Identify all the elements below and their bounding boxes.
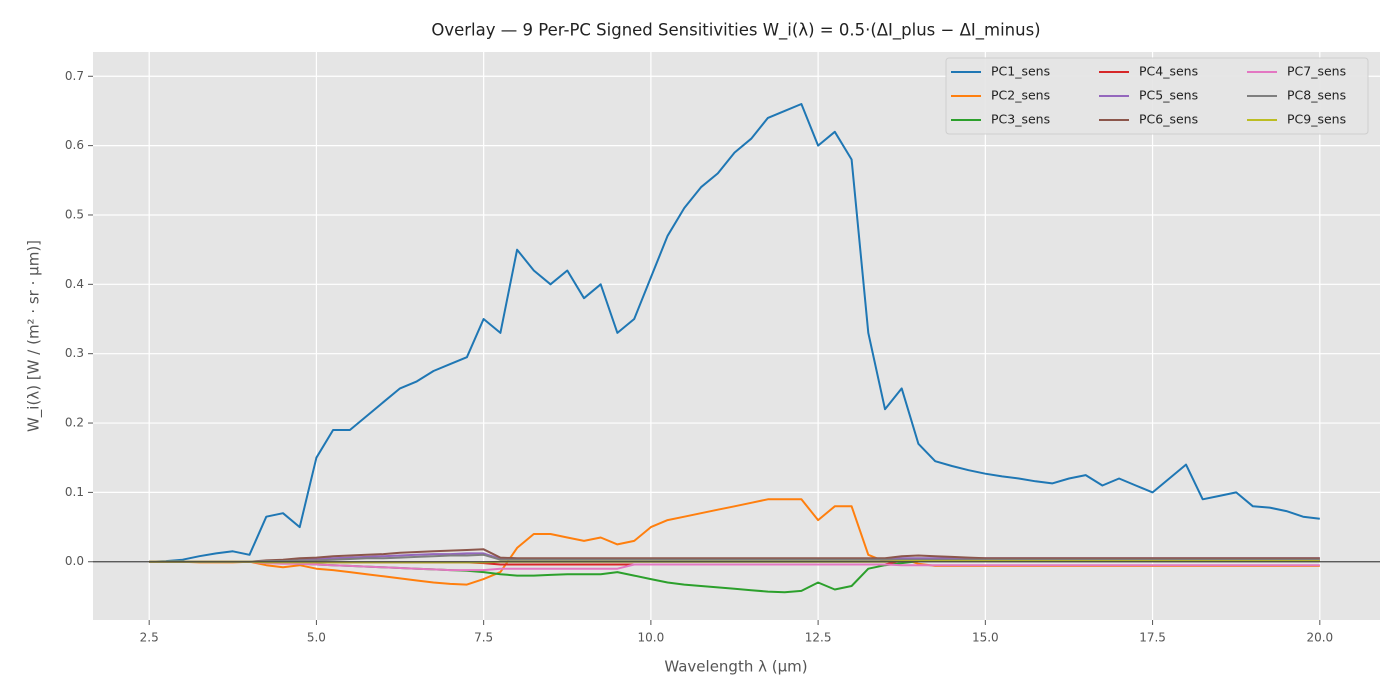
x-axis-label: Wavelength λ (µm)	[664, 658, 807, 676]
series-line	[149, 103, 1320, 563]
y-axis-label: W_i(λ) [W / (m² · sr · µm)]	[25, 240, 44, 432]
y-tick-label: 0.6	[65, 138, 84, 152]
legend-box	[945, 57, 1369, 135]
series-line	[149, 560, 1320, 572]
legend-label: PC4_sens	[1139, 64, 1198, 79]
x-tick-label: 12.5	[805, 631, 832, 645]
y-tick-label: 0.1	[65, 485, 84, 499]
x-tick-label: 7.5	[474, 631, 493, 645]
y-tick-label: 0.0	[65, 554, 84, 568]
plot-area	[93, 52, 1380, 620]
y-tick-label: 0.2	[65, 416, 84, 430]
series-line	[149, 548, 1320, 563]
y-tick-label: 0.5	[65, 207, 84, 221]
y-tick-label: 0.7	[65, 69, 84, 83]
legend-label: PC5_sens	[1139, 88, 1198, 103]
x-tick-label: 17.5	[1139, 631, 1166, 645]
x-tick-label: 15.0	[972, 631, 999, 645]
legend-label: PC2_sens	[991, 88, 1050, 103]
chart-title: Overlay — 9 Per-PC Signed Sensitivities …	[431, 21, 1040, 41]
legend-label: PC7_sens	[1287, 64, 1346, 79]
legend-label: PC9_sens	[1287, 112, 1346, 127]
x-tick-label: 2.5	[140, 631, 159, 645]
x-tick-label: 5.0	[307, 631, 326, 645]
x-tick-label: 10.0	[638, 631, 665, 645]
legend-label: PC3_sens	[991, 112, 1050, 127]
x-tick-label: 20.0	[1306, 631, 1333, 645]
legend-label: PC6_sens	[1139, 112, 1198, 127]
legend-label: PC8_sens	[1287, 88, 1346, 103]
legend-label: PC1_sens	[991, 64, 1050, 79]
y-tick-label: 0.3	[65, 346, 84, 360]
series-line	[149, 553, 1320, 563]
y-tick-label: 0.4	[65, 277, 84, 291]
